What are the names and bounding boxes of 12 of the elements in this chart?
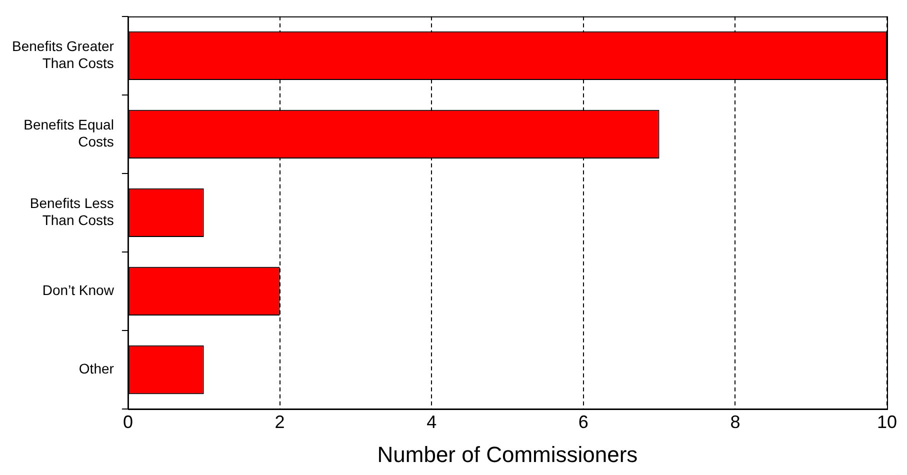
x-tick-label: 8 bbox=[730, 412, 740, 432]
x-tick-label: 4 bbox=[426, 412, 437, 432]
x-axis-title: Number of Commissioners bbox=[377, 442, 638, 467]
x-tick-label: 6 bbox=[578, 412, 588, 432]
y-tick-label: Don’t Know bbox=[42, 282, 115, 298]
x-tick-label: 0 bbox=[122, 412, 133, 432]
y-tick-label: Benefits Less Than Costs bbox=[30, 195, 114, 228]
y-tick-label: Benefits Greater Than Costs bbox=[12, 38, 114, 71]
y-tick-label: Benefits Equal Costs bbox=[24, 116, 114, 150]
y-tick-label: Other bbox=[78, 360, 114, 377]
x-tick-label: 2 bbox=[274, 412, 285, 432]
x-tick-label: 10 bbox=[876, 412, 898, 432]
